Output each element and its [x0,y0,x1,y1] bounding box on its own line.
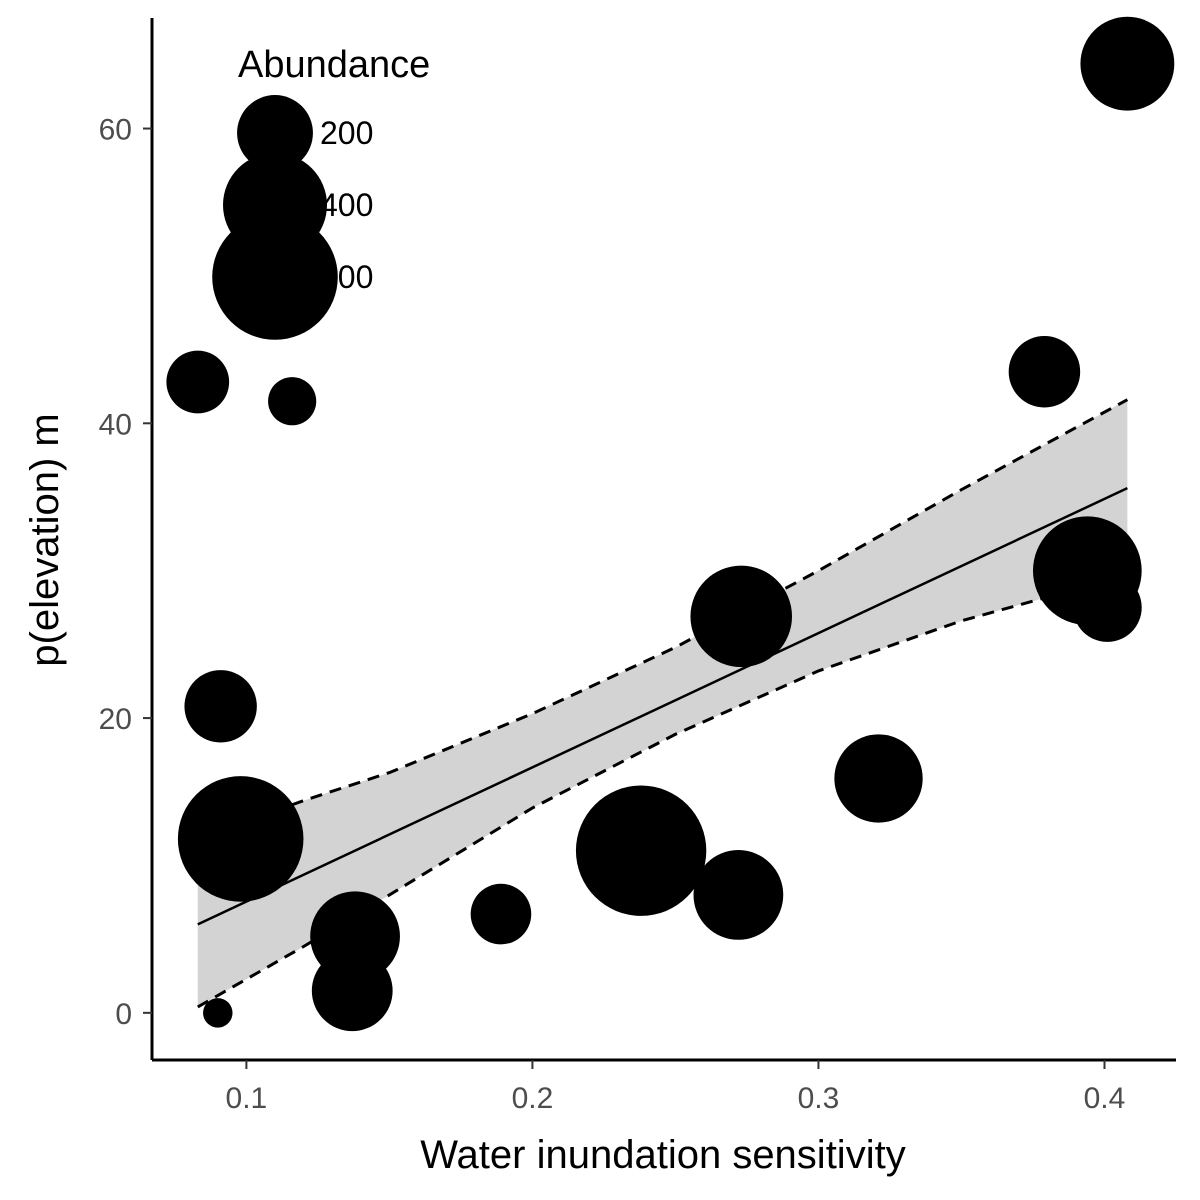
data-point [203,998,233,1028]
data-point [1008,335,1081,408]
data-point [184,670,257,743]
data-point [470,883,532,945]
legend-title: Abundance [238,44,430,86]
legend-label: 400 [320,187,373,223]
x-tick-label: 0.2 [512,1082,554,1115]
data-point [690,565,793,668]
confidence-lower-line [197,573,1128,1009]
data-point [834,734,923,823]
legend-key [237,95,313,171]
legend-key [212,214,338,340]
legend: Abundance 200 400 600 [212,44,430,340]
confidence-band [197,399,1128,1007]
legend-label: 600 [320,259,373,295]
x-tick-label: 0.4 [1084,1082,1126,1115]
y-tick-label: 60 [99,114,132,147]
y-axis-title: p(elevation) m [23,413,67,666]
x-tick-label: 0.3 [798,1082,840,1115]
y-tick-label: 20 [99,703,132,736]
data-point [177,776,304,902]
data-point [575,785,707,916]
fit-line [197,487,1128,926]
data-point [693,850,784,940]
legend-label: 200 [320,115,373,151]
y-tick-label: 40 [99,408,132,441]
points-layer [166,16,1175,1032]
data-point [1072,573,1142,642]
data-point [1080,16,1175,111]
y-tick-label: 0 [115,998,132,1031]
confidence-upper-line [197,398,1129,841]
data-point [268,377,317,426]
data-point [166,350,230,414]
data-point [310,891,400,982]
x-axis-title: Water inundation sensitivity [420,1133,905,1177]
confidence-band-layer [197,398,1129,1009]
x-tick-label: 0.1 [226,1082,268,1115]
axes-layer: 0.1 0.2 0.3 0.4 0 20 40 60 [99,18,1176,1115]
fit-line-layer [197,487,1128,926]
